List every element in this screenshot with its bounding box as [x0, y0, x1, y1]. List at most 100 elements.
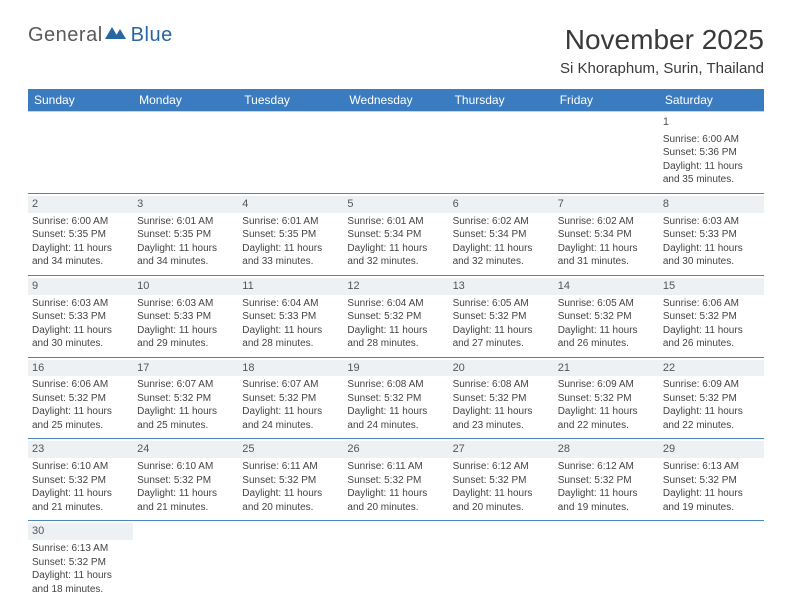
- cell-text: Sunrise: 6:04 AM: [242, 297, 339, 311]
- day-number: 30: [28, 523, 133, 540]
- cell-text: Sunrise: 6:06 AM: [32, 378, 129, 392]
- calendar-row: 9Sunrise: 6:03 AMSunset: 5:33 PMDaylight…: [28, 275, 764, 357]
- cell-text: Daylight: 11 hours: [663, 487, 760, 501]
- cell-text: Sunrise: 6:05 AM: [453, 297, 550, 311]
- calendar-cell: 24Sunrise: 6:10 AMSunset: 5:32 PMDayligh…: [133, 439, 238, 521]
- calendar-cell: 25Sunrise: 6:11 AMSunset: 5:32 PMDayligh…: [238, 439, 343, 521]
- cell-text: Sunrise: 6:01 AM: [347, 215, 444, 229]
- calendar-cell: 13Sunrise: 6:05 AMSunset: 5:32 PMDayligh…: [449, 275, 554, 357]
- cell-text: Sunset: 5:32 PM: [242, 392, 339, 406]
- day-number: 2: [28, 196, 133, 213]
- calendar-row: 2Sunrise: 6:00 AMSunset: 5:35 PMDaylight…: [28, 193, 764, 275]
- calendar-cell: [238, 521, 343, 606]
- cell-text: and 32 minutes.: [347, 255, 444, 269]
- cell-text: Sunrise: 6:00 AM: [32, 215, 129, 229]
- calendar-cell: 6Sunrise: 6:02 AMSunset: 5:34 PMDaylight…: [449, 193, 554, 275]
- calendar-cell: 23Sunrise: 6:10 AMSunset: 5:32 PMDayligh…: [28, 439, 133, 521]
- cell-text: and 34 minutes.: [32, 255, 129, 269]
- calendar-cell: 30Sunrise: 6:13 AMSunset: 5:32 PMDayligh…: [28, 521, 133, 606]
- day-number: 11: [238, 278, 343, 295]
- cell-text: Sunset: 5:32 PM: [347, 474, 444, 488]
- calendar-cell: 3Sunrise: 6:01 AMSunset: 5:35 PMDaylight…: [133, 193, 238, 275]
- cell-text: Sunrise: 6:03 AM: [663, 215, 760, 229]
- cell-text: Sunset: 5:32 PM: [453, 474, 550, 488]
- title-block: November 2025 Si Khoraphum, Surin, Thail…: [560, 24, 764, 77]
- calendar-cell: 16Sunrise: 6:06 AMSunset: 5:32 PMDayligh…: [28, 357, 133, 439]
- cell-text: Daylight: 11 hours: [558, 405, 655, 419]
- day-number: 5: [343, 196, 448, 213]
- calendar-cell: [343, 112, 448, 194]
- day-number: 24: [133, 441, 238, 458]
- weekday-header: Sunday: [28, 89, 133, 112]
- cell-text: and 20 minutes.: [242, 501, 339, 515]
- cell-text: and 21 minutes.: [137, 501, 234, 515]
- cell-text: Daylight: 11 hours: [32, 324, 129, 338]
- cell-text: Sunset: 5:34 PM: [347, 228, 444, 242]
- cell-text: Sunset: 5:35 PM: [242, 228, 339, 242]
- flag-icon: [105, 25, 127, 46]
- cell-text: and 22 minutes.: [663, 419, 760, 433]
- calendar-cell: [554, 112, 659, 194]
- calendar-cell: [343, 521, 448, 606]
- calendar-cell: [238, 112, 343, 194]
- calendar-row: 30Sunrise: 6:13 AMSunset: 5:32 PMDayligh…: [28, 521, 764, 606]
- weekday-header: Thursday: [449, 89, 554, 112]
- cell-text: Daylight: 11 hours: [663, 324, 760, 338]
- cell-text: and 22 minutes.: [558, 419, 655, 433]
- cell-text: Sunset: 5:34 PM: [558, 228, 655, 242]
- header: General Blue November 2025 Si Khoraphum,…: [28, 24, 764, 77]
- calendar-cell: [133, 112, 238, 194]
- day-number: 7: [554, 196, 659, 213]
- weekday-header: Monday: [133, 89, 238, 112]
- calendar-cell: 12Sunrise: 6:04 AMSunset: 5:32 PMDayligh…: [343, 275, 448, 357]
- cell-text: Daylight: 11 hours: [663, 160, 760, 174]
- cell-text: Sunrise: 6:11 AM: [242, 460, 339, 474]
- logo-text-blue: Blue: [131, 24, 173, 47]
- cell-text: Daylight: 11 hours: [137, 405, 234, 419]
- cell-text: and 24 minutes.: [242, 419, 339, 433]
- day-number: 20: [449, 360, 554, 377]
- cell-text: Sunrise: 6:12 AM: [453, 460, 550, 474]
- cell-text: Sunset: 5:35 PM: [137, 228, 234, 242]
- calendar-cell: [659, 521, 764, 606]
- cell-text: Sunrise: 6:02 AM: [453, 215, 550, 229]
- calendar-cell: [554, 521, 659, 606]
- cell-text: Sunset: 5:32 PM: [558, 474, 655, 488]
- cell-text: Sunset: 5:32 PM: [663, 310, 760, 324]
- cell-text: and 26 minutes.: [663, 337, 760, 351]
- day-number: 17: [133, 360, 238, 377]
- cell-text: Sunrise: 6:01 AM: [242, 215, 339, 229]
- calendar-cell: 4Sunrise: 6:01 AMSunset: 5:35 PMDaylight…: [238, 193, 343, 275]
- cell-text: Sunset: 5:32 PM: [32, 392, 129, 406]
- weekday-header: Wednesday: [343, 89, 448, 112]
- cell-text: Daylight: 11 hours: [347, 242, 444, 256]
- day-number: 6: [449, 196, 554, 213]
- cell-text: and 20 minutes.: [347, 501, 444, 515]
- calendar-cell: 11Sunrise: 6:04 AMSunset: 5:33 PMDayligh…: [238, 275, 343, 357]
- cell-text: Sunrise: 6:10 AM: [137, 460, 234, 474]
- calendar-cell: [28, 112, 133, 194]
- weekday-header: Friday: [554, 89, 659, 112]
- calendar-cell: 29Sunrise: 6:13 AMSunset: 5:32 PMDayligh…: [659, 439, 764, 521]
- cell-text: and 34 minutes.: [137, 255, 234, 269]
- cell-text: and 35 minutes.: [663, 173, 760, 187]
- cell-text: Sunset: 5:32 PM: [137, 474, 234, 488]
- cell-text: Sunset: 5:35 PM: [32, 228, 129, 242]
- cell-text: Sunrise: 6:03 AM: [32, 297, 129, 311]
- cell-text: Sunset: 5:32 PM: [32, 474, 129, 488]
- calendar-cell: 2Sunrise: 6:00 AMSunset: 5:35 PMDaylight…: [28, 193, 133, 275]
- calendar-table: Sunday Monday Tuesday Wednesday Thursday…: [28, 89, 764, 606]
- cell-text: Sunrise: 6:09 AM: [663, 378, 760, 392]
- cell-text: and 32 minutes.: [453, 255, 550, 269]
- day-number: 16: [28, 360, 133, 377]
- cell-text: Sunrise: 6:10 AM: [32, 460, 129, 474]
- calendar-cell: 9Sunrise: 6:03 AMSunset: 5:33 PMDaylight…: [28, 275, 133, 357]
- logo: General Blue: [28, 24, 173, 47]
- weekday-header: Tuesday: [238, 89, 343, 112]
- weekday-header-row: Sunday Monday Tuesday Wednesday Thursday…: [28, 89, 764, 112]
- cell-text: Daylight: 11 hours: [558, 242, 655, 256]
- calendar-cell: [449, 521, 554, 606]
- cell-text: Sunset: 5:32 PM: [663, 392, 760, 406]
- cell-text: Daylight: 11 hours: [347, 487, 444, 501]
- cell-text: Sunset: 5:32 PM: [453, 310, 550, 324]
